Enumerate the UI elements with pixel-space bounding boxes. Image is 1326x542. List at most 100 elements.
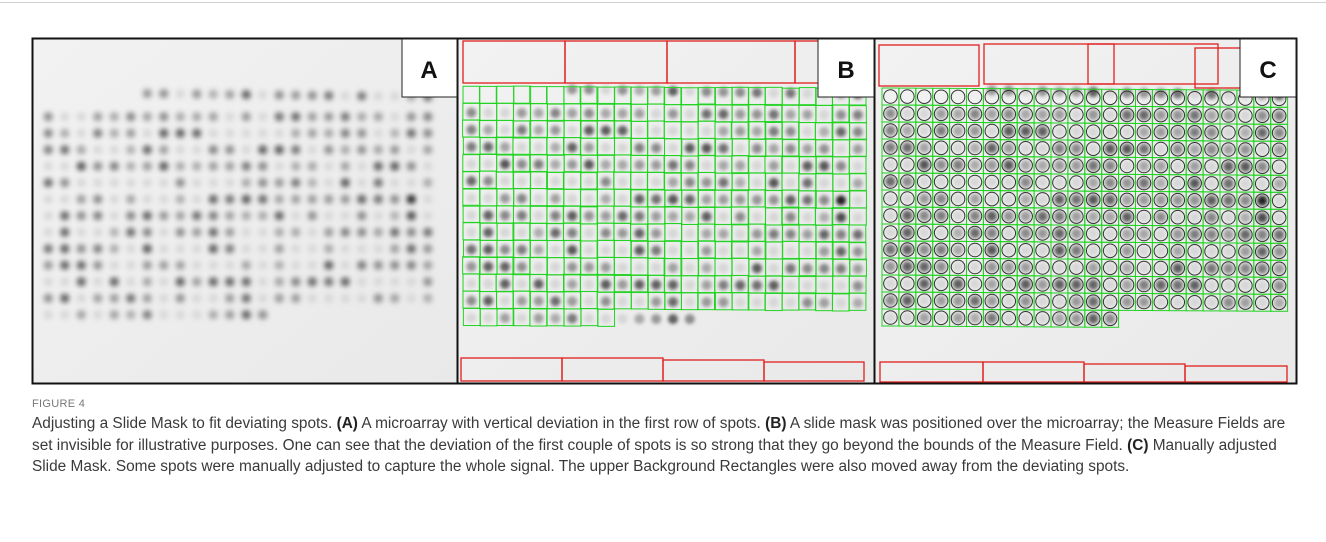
spot (685, 126, 695, 136)
spot (1257, 298, 1267, 308)
spot (1071, 160, 1081, 170)
spot (853, 264, 863, 274)
spot (1020, 160, 1030, 170)
spot (500, 125, 510, 135)
spot (718, 280, 728, 290)
spot (159, 277, 168, 286)
spot (786, 298, 796, 308)
spot (885, 312, 895, 322)
spot (1105, 246, 1115, 256)
spot (601, 160, 611, 170)
spot (685, 280, 695, 290)
spot (685, 297, 695, 307)
spot (534, 296, 544, 306)
spot (93, 310, 102, 319)
spot (291, 228, 300, 237)
spot (225, 277, 234, 286)
spot (176, 228, 185, 237)
spot (1122, 127, 1132, 137)
spot (953, 228, 963, 238)
spot (1257, 196, 1267, 206)
spot (275, 244, 284, 253)
spot (1274, 230, 1284, 240)
spot (275, 112, 284, 121)
spot (769, 263, 779, 273)
spot (567, 142, 577, 152)
spot (110, 244, 119, 253)
spot (209, 228, 218, 237)
spot (802, 281, 812, 291)
spot (651, 143, 661, 153)
spot (668, 263, 678, 273)
spot (618, 194, 628, 204)
spot (601, 126, 611, 136)
spot (1037, 228, 1047, 238)
spot (885, 159, 895, 169)
spot (1189, 280, 1199, 290)
spot (341, 129, 350, 138)
spot (291, 91, 300, 100)
spot (176, 112, 185, 121)
spot (1037, 262, 1047, 272)
spot (1223, 280, 1233, 290)
spot (953, 296, 963, 306)
spot (786, 263, 796, 273)
spot (550, 142, 560, 152)
spot (1223, 144, 1233, 154)
spot (466, 193, 476, 203)
spot (786, 212, 796, 222)
spot (77, 195, 86, 204)
spot (936, 194, 946, 204)
spot (1206, 110, 1216, 120)
spot (601, 85, 611, 95)
spot (970, 296, 980, 306)
spot (1274, 111, 1284, 121)
spot (143, 178, 152, 187)
spot (77, 145, 86, 154)
spot (685, 263, 695, 273)
spot (93, 228, 102, 237)
spot (374, 129, 383, 138)
spot (308, 112, 317, 121)
spot (953, 279, 963, 289)
spot (275, 211, 284, 220)
spot (407, 145, 416, 154)
spot (77, 310, 86, 319)
spot (1054, 313, 1064, 323)
spot (685, 143, 695, 153)
spot (702, 126, 712, 136)
spot (483, 313, 493, 323)
spot (735, 195, 745, 205)
spot (1105, 314, 1115, 324)
spot (769, 280, 779, 290)
spot (110, 162, 119, 171)
spot (1122, 297, 1132, 307)
spot (752, 212, 762, 222)
spot (357, 91, 366, 100)
spot (159, 294, 168, 303)
spot (836, 195, 846, 205)
spot (919, 279, 929, 289)
spot (987, 313, 997, 323)
spot (534, 228, 544, 238)
spot (919, 245, 929, 255)
spot (209, 211, 218, 220)
spot (1004, 296, 1014, 306)
spot (159, 89, 168, 98)
spot (836, 178, 846, 188)
spot (1004, 313, 1014, 323)
spot (534, 245, 544, 255)
spot (584, 211, 594, 221)
spot (357, 129, 366, 138)
spot (550, 296, 560, 306)
spot (407, 162, 416, 171)
spot (308, 145, 317, 154)
spot (819, 212, 829, 222)
spot (275, 195, 284, 204)
spot (93, 145, 102, 154)
spot (769, 298, 779, 308)
spot (483, 159, 493, 169)
spot (192, 228, 201, 237)
spot (953, 143, 963, 153)
spot (534, 194, 544, 204)
